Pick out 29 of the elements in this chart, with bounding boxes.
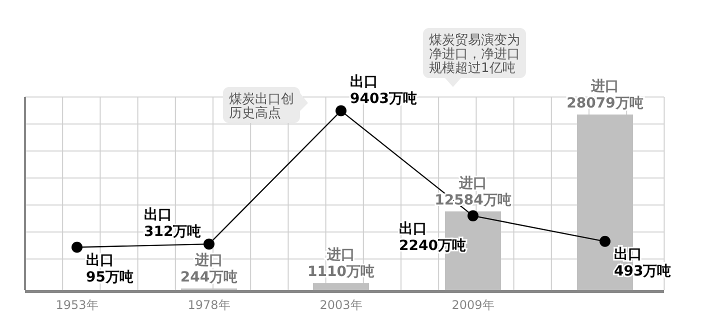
data-label: 95万吨 — [86, 269, 134, 286]
annotation: 煤炭出口创历史高点 — [229, 92, 294, 121]
point — [336, 105, 346, 116]
text: 出口 — [144, 207, 172, 224]
x-tick-label: 2003年 — [320, 298, 362, 312]
point — [468, 210, 478, 222]
data-label: 493万吨 — [614, 263, 672, 280]
series-label: 出口 — [86, 252, 114, 268]
text: 出口 — [350, 74, 378, 90]
text: 煤炭贸易演变为净进口，净进口规模超过1亿吨 — [429, 33, 520, 76]
data-label: 1110万吨 — [308, 264, 374, 280]
text: 进口 — [459, 175, 487, 192]
x-tick-label: 2009年 — [452, 298, 494, 312]
text: 进口 — [591, 78, 619, 95]
data-label: 244万吨 — [180, 269, 238, 286]
text: 出口 — [614, 246, 642, 262]
point — [72, 242, 82, 253]
x-tick-label: 1953年 — [56, 298, 98, 312]
text: 出口 — [399, 220, 427, 237]
data-label: 2240万吨 — [399, 238, 466, 254]
point — [204, 238, 214, 250]
text: 进口 — [327, 247, 355, 264]
bar — [313, 283, 369, 290]
data-label: 9403万吨 — [350, 90, 417, 107]
point — [600, 236, 610, 247]
data-label: 28079万吨 — [566, 96, 644, 112]
x-tick-label: 1978年 — [188, 298, 230, 312]
series-label: 进口 — [194, 252, 223, 268]
data-label: 312万吨 — [144, 224, 202, 240]
